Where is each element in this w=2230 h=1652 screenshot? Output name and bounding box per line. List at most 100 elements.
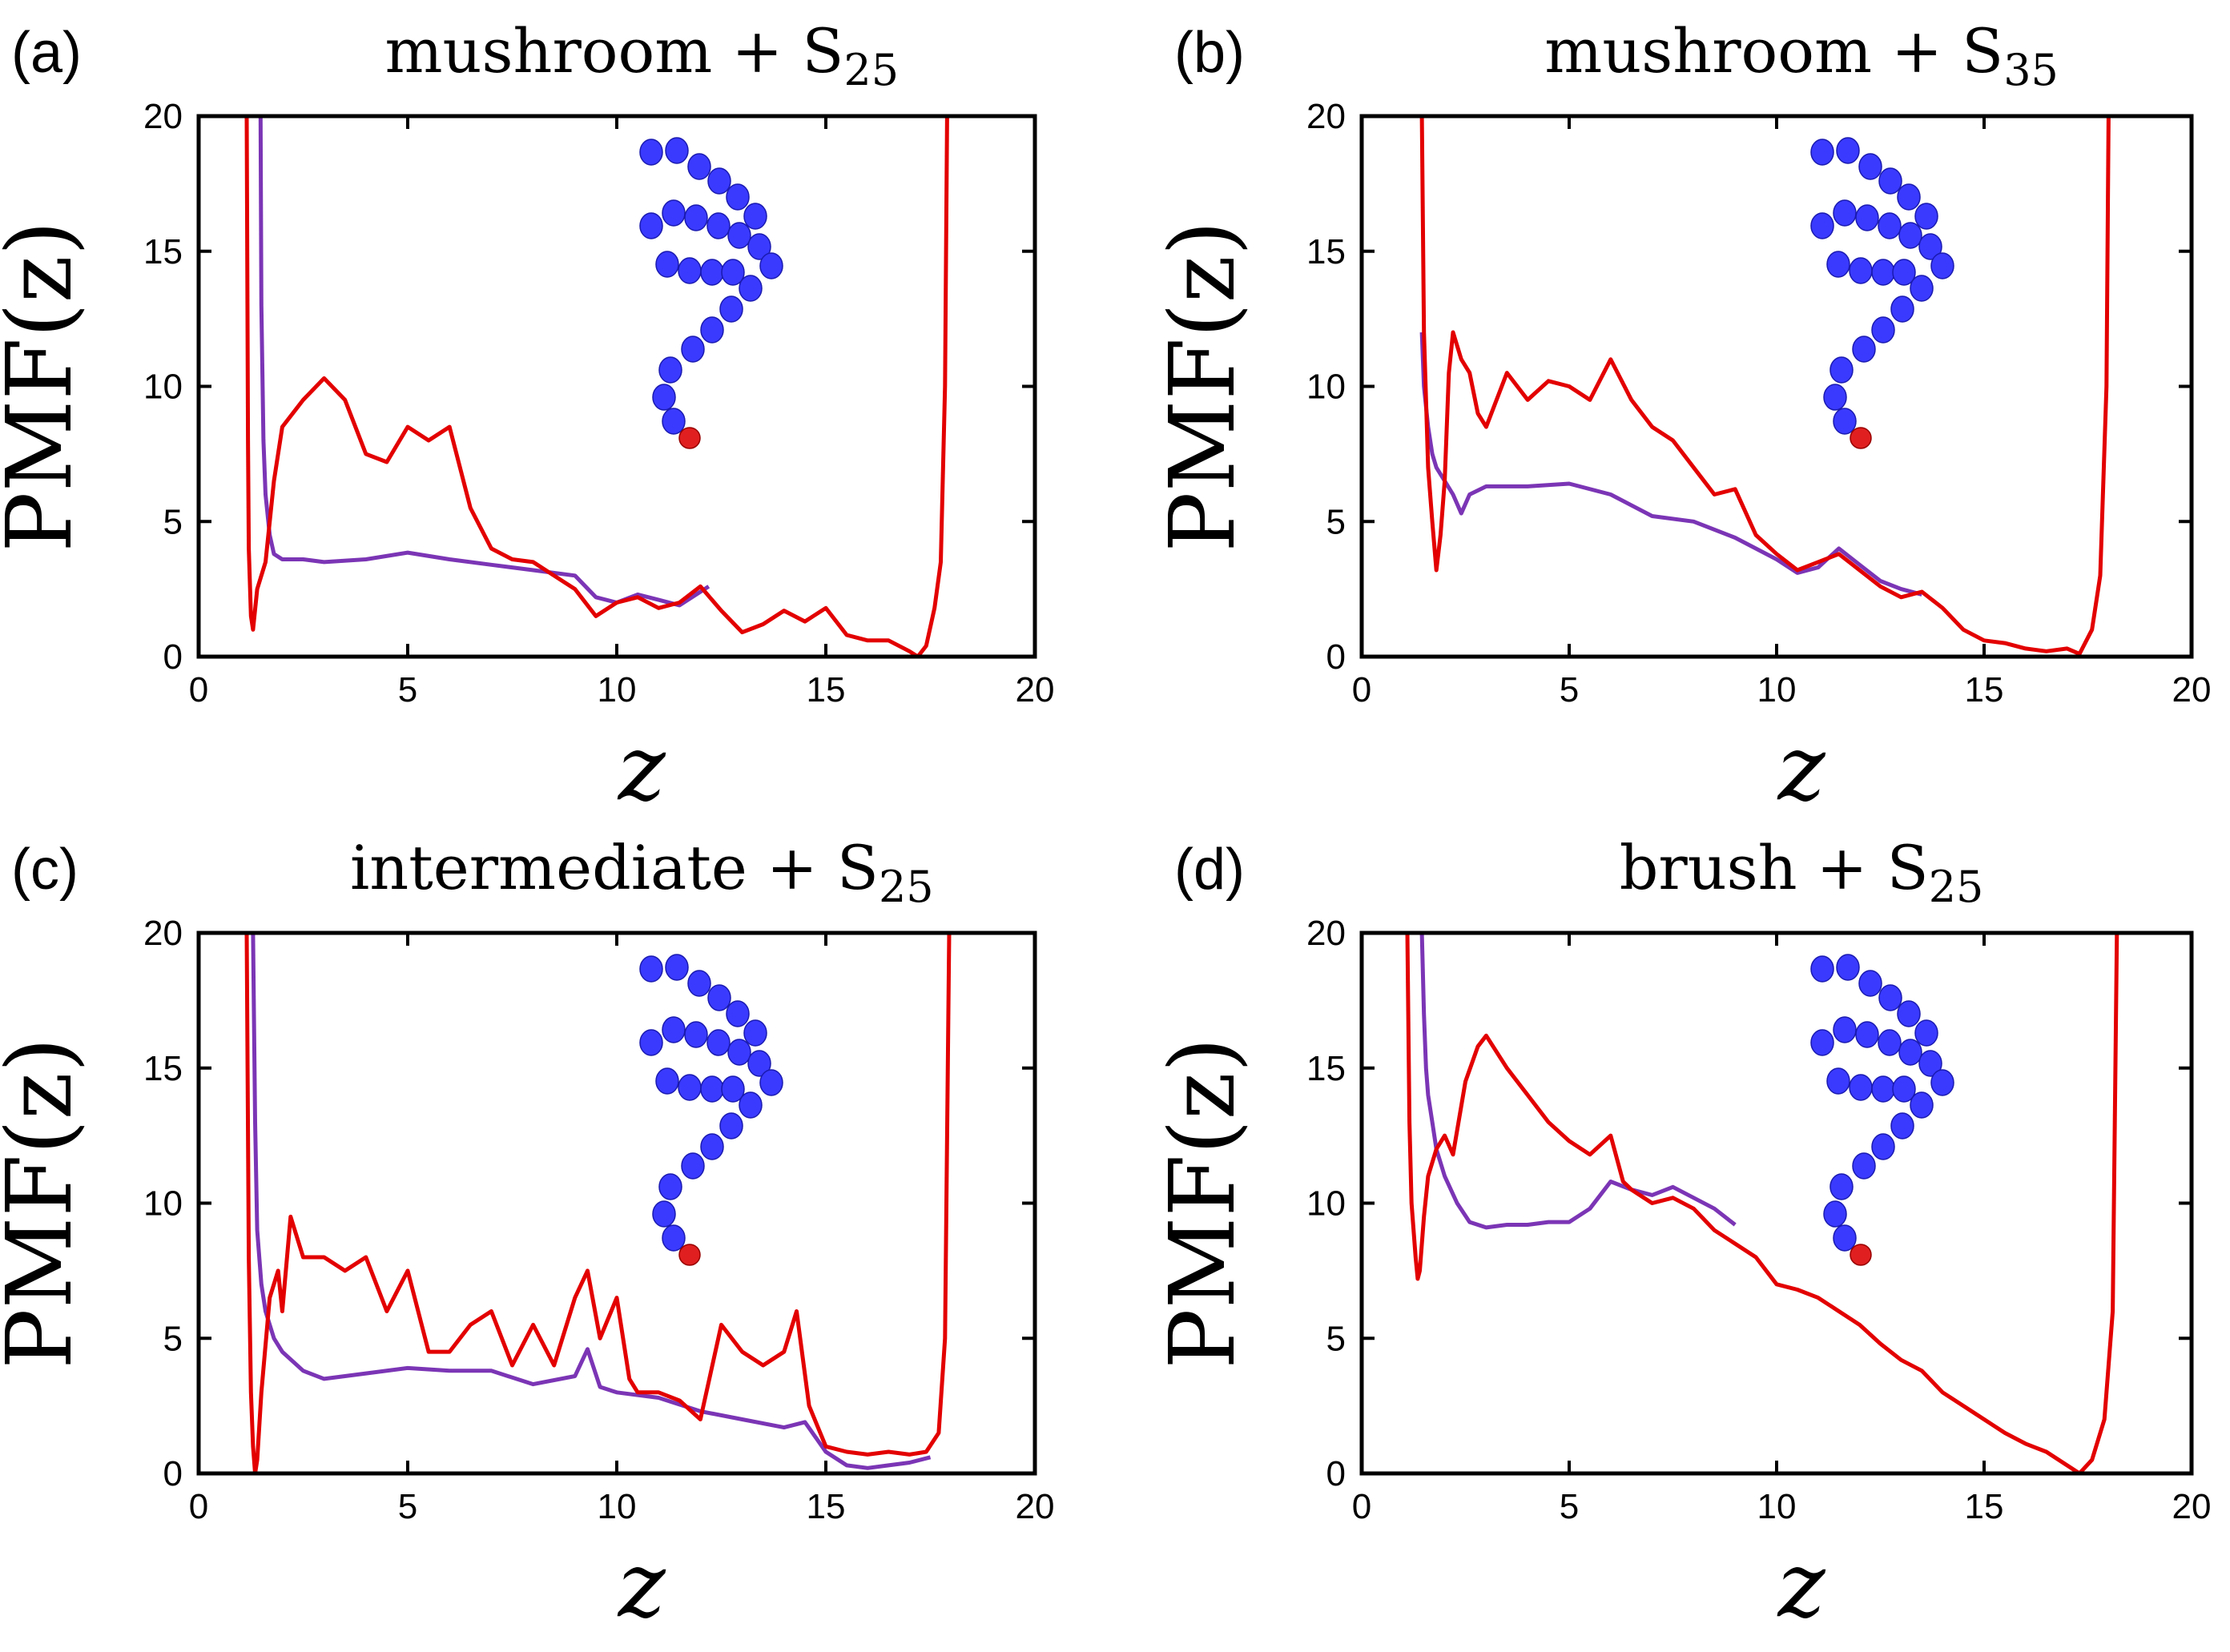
x-tick-label: 10 — [1757, 670, 1797, 709]
chain-bead — [1810, 212, 1834, 239]
y-tick-label: 20 — [1306, 914, 1346, 953]
panel-label: (c) — [11, 838, 78, 902]
chain-bead — [700, 259, 724, 286]
chain-end-bead — [678, 1244, 701, 1266]
chain-bead — [1836, 954, 1860, 981]
chain-bead — [700, 1133, 724, 1160]
panel-title-subscript: 25 — [1929, 862, 1984, 912]
y-tick-label: 0 — [1326, 1454, 1346, 1493]
y-tick-label: 20 — [143, 914, 183, 953]
chain-inset-image — [639, 954, 783, 1266]
y-tick-label: 5 — [1326, 502, 1346, 541]
chain-bead — [1918, 233, 1942, 260]
chain-bead — [1849, 1074, 1873, 1101]
chain-bead — [687, 970, 711, 997]
chain-bead — [707, 984, 731, 1011]
chain-bead — [662, 199, 686, 227]
series-line-red — [1419, 116, 2111, 657]
chain-bead — [652, 1200, 676, 1228]
x-tick-label: 15 — [807, 1487, 846, 1526]
chain-bead — [1826, 1067, 1850, 1095]
y-axis-label: PMF(z) — [0, 1037, 92, 1369]
x-axis-label: z — [1777, 717, 1826, 821]
chain-bead — [1890, 295, 1914, 323]
chain-bead — [1823, 384, 1847, 411]
chain-bead — [1858, 970, 1882, 997]
chain-bead — [759, 252, 783, 279]
chain-bead — [721, 259, 745, 286]
panel-c: 0 5 10 15 20 0 5 10 15 20 (c) intermediate + S25 PMF… — [0, 832, 1054, 1638]
chain-bead — [665, 137, 689, 164]
chain-bead — [639, 139, 663, 166]
y-tick-label: 0 — [163, 637, 183, 677]
chain-bead — [655, 1067, 679, 1095]
x-tick-label: 15 — [1965, 670, 2004, 709]
chain-bead — [1892, 1075, 1916, 1103]
chain-bead — [1823, 1200, 1847, 1228]
series-line-purple — [251, 933, 932, 1470]
x-tick-label: 15 — [1965, 1487, 2004, 1526]
panel-a: 0 5 10 15 20 0 5 10 15 20 (a) mushroom + S25 PMF(z) z — [0, 15, 1054, 821]
chain-bead — [1858, 153, 1882, 180]
chain-bead — [1810, 955, 1834, 983]
chain-bead — [1878, 167, 1902, 195]
chain-bead — [1855, 204, 1879, 231]
chain-bead — [1930, 252, 1954, 279]
chain-bead — [1910, 275, 1934, 302]
chain-bead — [1898, 1039, 1922, 1066]
x-tick-label: 5 — [398, 670, 417, 709]
chain-bead — [1833, 199, 1857, 227]
y-axis-label: PMF(z) — [1151, 1037, 1255, 1369]
series-line-purple — [1419, 933, 1737, 1230]
x-tick-label: 20 — [1016, 670, 1055, 709]
plot-frame — [1359, 114, 2194, 659]
chain-bead — [1892, 259, 1916, 286]
chain-bead — [1878, 212, 1902, 239]
panel-label: (b) — [1174, 21, 1245, 85]
chain-bead — [721, 1075, 745, 1103]
y-tick-label: 10 — [1306, 1184, 1346, 1224]
chain-end-bead — [1850, 427, 1872, 449]
chain-bead — [662, 408, 686, 435]
panel-title: mushroom + S25 — [384, 15, 899, 95]
panel-label: (a) — [11, 21, 82, 85]
chain-bead — [662, 1016, 686, 1043]
chain-bead — [1852, 1152, 1876, 1180]
chain-bead — [652, 384, 676, 411]
x-tick-label: 0 — [189, 670, 208, 709]
chain-bead — [639, 955, 663, 983]
chain-bead — [706, 1029, 731, 1056]
x-axis-label: z — [617, 1533, 666, 1638]
panel-title-main: brush + S — [1620, 832, 1929, 903]
x-tick-label: 10 — [598, 1487, 637, 1526]
chain-bead — [1930, 1069, 1954, 1096]
chain-bead — [1871, 316, 1895, 344]
y-tick-label: 20 — [143, 97, 183, 136]
chain-bead — [700, 316, 724, 344]
chain-bead — [719, 1112, 743, 1140]
chain-bead — [684, 204, 708, 231]
x-tick-label: 20 — [2172, 1487, 2212, 1526]
chain-bead — [1897, 1000, 1921, 1027]
chain-bead — [639, 212, 663, 239]
chain-bead — [700, 1075, 724, 1103]
y-tick-label: 0 — [163, 1454, 183, 1493]
chain-inset-image — [1810, 954, 1954, 1266]
y-tick-label: 5 — [1326, 1319, 1346, 1358]
chain-bead — [1897, 183, 1921, 211]
panel-title: intermediate + S25 — [350, 832, 934, 912]
chain-bead — [1890, 1112, 1914, 1140]
series-line-red — [244, 933, 952, 1473]
x-axis-label: z — [617, 717, 666, 821]
y-tick-label: 5 — [163, 1319, 183, 1358]
chain-bead — [1855, 1021, 1879, 1048]
chain-bead — [1810, 139, 1834, 166]
panel-title-subscript: 35 — [2003, 45, 2059, 95]
chain-bead — [1871, 259, 1895, 286]
plot-frame — [196, 114, 1037, 659]
panel-d: 0 5 10 15 20 0 5 10 15 20 (d) brush + S25 PMF(z) z — [1151, 832, 2211, 1638]
chain-bead — [662, 1224, 686, 1252]
panel-b: 0 5 10 15 20 0 5 10 15 20 (b) mushroom + S35 PMF(z) z — [1151, 15, 2211, 821]
y-tick-label: 15 — [1306, 232, 1346, 271]
